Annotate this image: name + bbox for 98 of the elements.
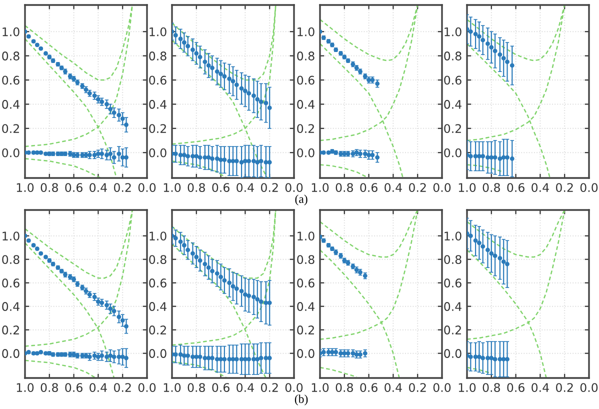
- x-tick-label: 0.4: [90, 383, 107, 392]
- y-tick-label: 1.0: [150, 27, 166, 36]
- x-tick-label: 0.6: [360, 183, 378, 192]
- x-tick-label: 1.0: [16, 383, 34, 392]
- y-tick-label: 0.2: [2, 124, 19, 134]
- x-tick-label: 0.4: [384, 183, 402, 192]
- x-tick-label: 1.0: [312, 183, 329, 192]
- y-tick-label: 0.4: [444, 100, 462, 109]
- y-tick-label: 0.8: [444, 255, 462, 264]
- y-tick-label: 1.0: [150, 232, 166, 240]
- x-tick-label: 1.0: [16, 183, 34, 192]
- y-tick-label: 1.0: [444, 27, 462, 36]
- y-tick-label: 1.0: [298, 27, 314, 36]
- y-tick-label: 0.8: [149, 255, 166, 264]
- y-tick-label: 0.0: [149, 349, 166, 358]
- y-tick-label: 0.6: [149, 278, 166, 288]
- y-tick-label: 0.8: [2, 255, 20, 264]
- x-tick-label: 0.0: [433, 383, 451, 392]
- x-tick-label: 1.0: [458, 383, 476, 392]
- x-tick-label: 1.0: [312, 383, 329, 392]
- y-tick-label: 0.6: [149, 76, 166, 85]
- x-tick-label: 0.4: [90, 183, 107, 192]
- y-tick-label: 0.6: [444, 278, 462, 288]
- y-tick-label: 0.4: [2, 100, 20, 109]
- x-tick-label: 0.0: [285, 383, 303, 392]
- y-tick-label: 0.0: [149, 148, 166, 158]
- x-tick-label: 0.8: [482, 183, 500, 192]
- y-tick-label: 0.8: [297, 255, 314, 264]
- x-tick-label: 0.4: [532, 183, 549, 192]
- y-tick-label: 0.0: [297, 349, 314, 358]
- x-tick-label: 0.4: [236, 183, 254, 192]
- y-tick-label: 0.2: [2, 326, 19, 334]
- x-tick-label: 0.0: [138, 183, 156, 192]
- y-tick-label: 0.2: [444, 124, 461, 134]
- x-tick-label: 0.0: [580, 383, 598, 392]
- y-tick-label: 0.0: [297, 148, 314, 158]
- text: (b): [294, 394, 308, 406]
- y-tick-label: 0.4: [444, 302, 462, 311]
- x-tick-label: 0.6: [65, 183, 82, 192]
- x-tick-label: 1.0: [458, 183, 476, 192]
- y-tick-label: 1.0: [2, 27, 20, 36]
- x-tick-label: 0.6: [212, 183, 230, 192]
- text: (a): [295, 194, 308, 206]
- y-tick-label: 0.4: [149, 302, 166, 311]
- y-tick-label: 0.4: [2, 302, 20, 311]
- y-tick-label: 0.2: [297, 124, 314, 134]
- x-tick-label: 0.6: [360, 383, 378, 392]
- x-tick-label: 0.6: [507, 383, 524, 392]
- y-tick-label: 0.4: [149, 100, 166, 109]
- y-tick-label: 1.0: [2, 232, 20, 240]
- x-tick-label: 0.8: [188, 383, 205, 392]
- y-tick-label: 0.0: [444, 148, 462, 158]
- x-tick-label: 0.2: [114, 183, 131, 192]
- y-tick-label: 0.4: [297, 100, 314, 109]
- y-tick-label: 0.6: [444, 76, 462, 85]
- y-tick-label: 0.8: [2, 52, 20, 60]
- y-tick-label: 0.8: [444, 52, 462, 60]
- x-tick-label: 0.2: [556, 383, 573, 392]
- x-tick-label: 1.0: [164, 183, 181, 192]
- x-tick-label: 0.6: [507, 183, 524, 192]
- x-tick-label: 0.4: [236, 383, 254, 392]
- x-tick-label: 0.4: [532, 383, 549, 392]
- y-tick-label: 0.8: [297, 52, 314, 60]
- x-tick-label: 0.2: [556, 183, 573, 192]
- y-tick-label: 0.8: [149, 52, 166, 60]
- y-tick-label: 0.2: [444, 326, 461, 334]
- y-tick-label: 0.6: [297, 76, 314, 85]
- y-tick-label: 1.0: [298, 232, 314, 240]
- y-tick-label: 0.6: [297, 278, 314, 288]
- x-tick-label: 1.0: [164, 383, 181, 392]
- y-tick-label: 0.6: [2, 278, 20, 288]
- y-tick-label: 0.2: [149, 124, 166, 134]
- x-tick-label: 0.8: [40, 383, 58, 392]
- x-tick-label: 0.4: [384, 383, 402, 392]
- x-tick-label: 0.8: [188, 183, 205, 192]
- x-tick-label: 0.6: [212, 383, 230, 392]
- y-tick-label: 0.0: [2, 349, 20, 358]
- x-tick-label: 0.2: [260, 383, 278, 392]
- y-tick-label: 0.0: [444, 349, 462, 358]
- x-tick-label: 0.2: [408, 183, 426, 192]
- x-tick-label: 0.0: [138, 383, 156, 392]
- y-tick-label: 0.4: [297, 302, 314, 311]
- x-tick-label: 0.8: [482, 383, 500, 392]
- y-tick-label: 0.0: [2, 148, 20, 158]
- x-tick-label: 0.6: [65, 383, 82, 392]
- y-tick-label: 0.6: [2, 76, 20, 85]
- y-tick-label: 0.2: [297, 326, 314, 334]
- x-tick-label: 0.8: [336, 383, 353, 392]
- x-tick-label: 0.2: [114, 383, 131, 392]
- x-tick-label: 0.2: [408, 383, 426, 392]
- x-tick-label: 0.0: [433, 183, 451, 192]
- x-tick-label: 0.0: [285, 183, 303, 192]
- x-tick-label: 0.8: [40, 183, 58, 192]
- y-tick-label: 0.2: [149, 326, 166, 334]
- x-tick-label: 0.8: [336, 183, 353, 192]
- x-tick-label: 0.0: [580, 183, 598, 192]
- y-tick-label: 1.0: [444, 232, 462, 240]
- x-tick-label: 0.2: [260, 183, 278, 192]
